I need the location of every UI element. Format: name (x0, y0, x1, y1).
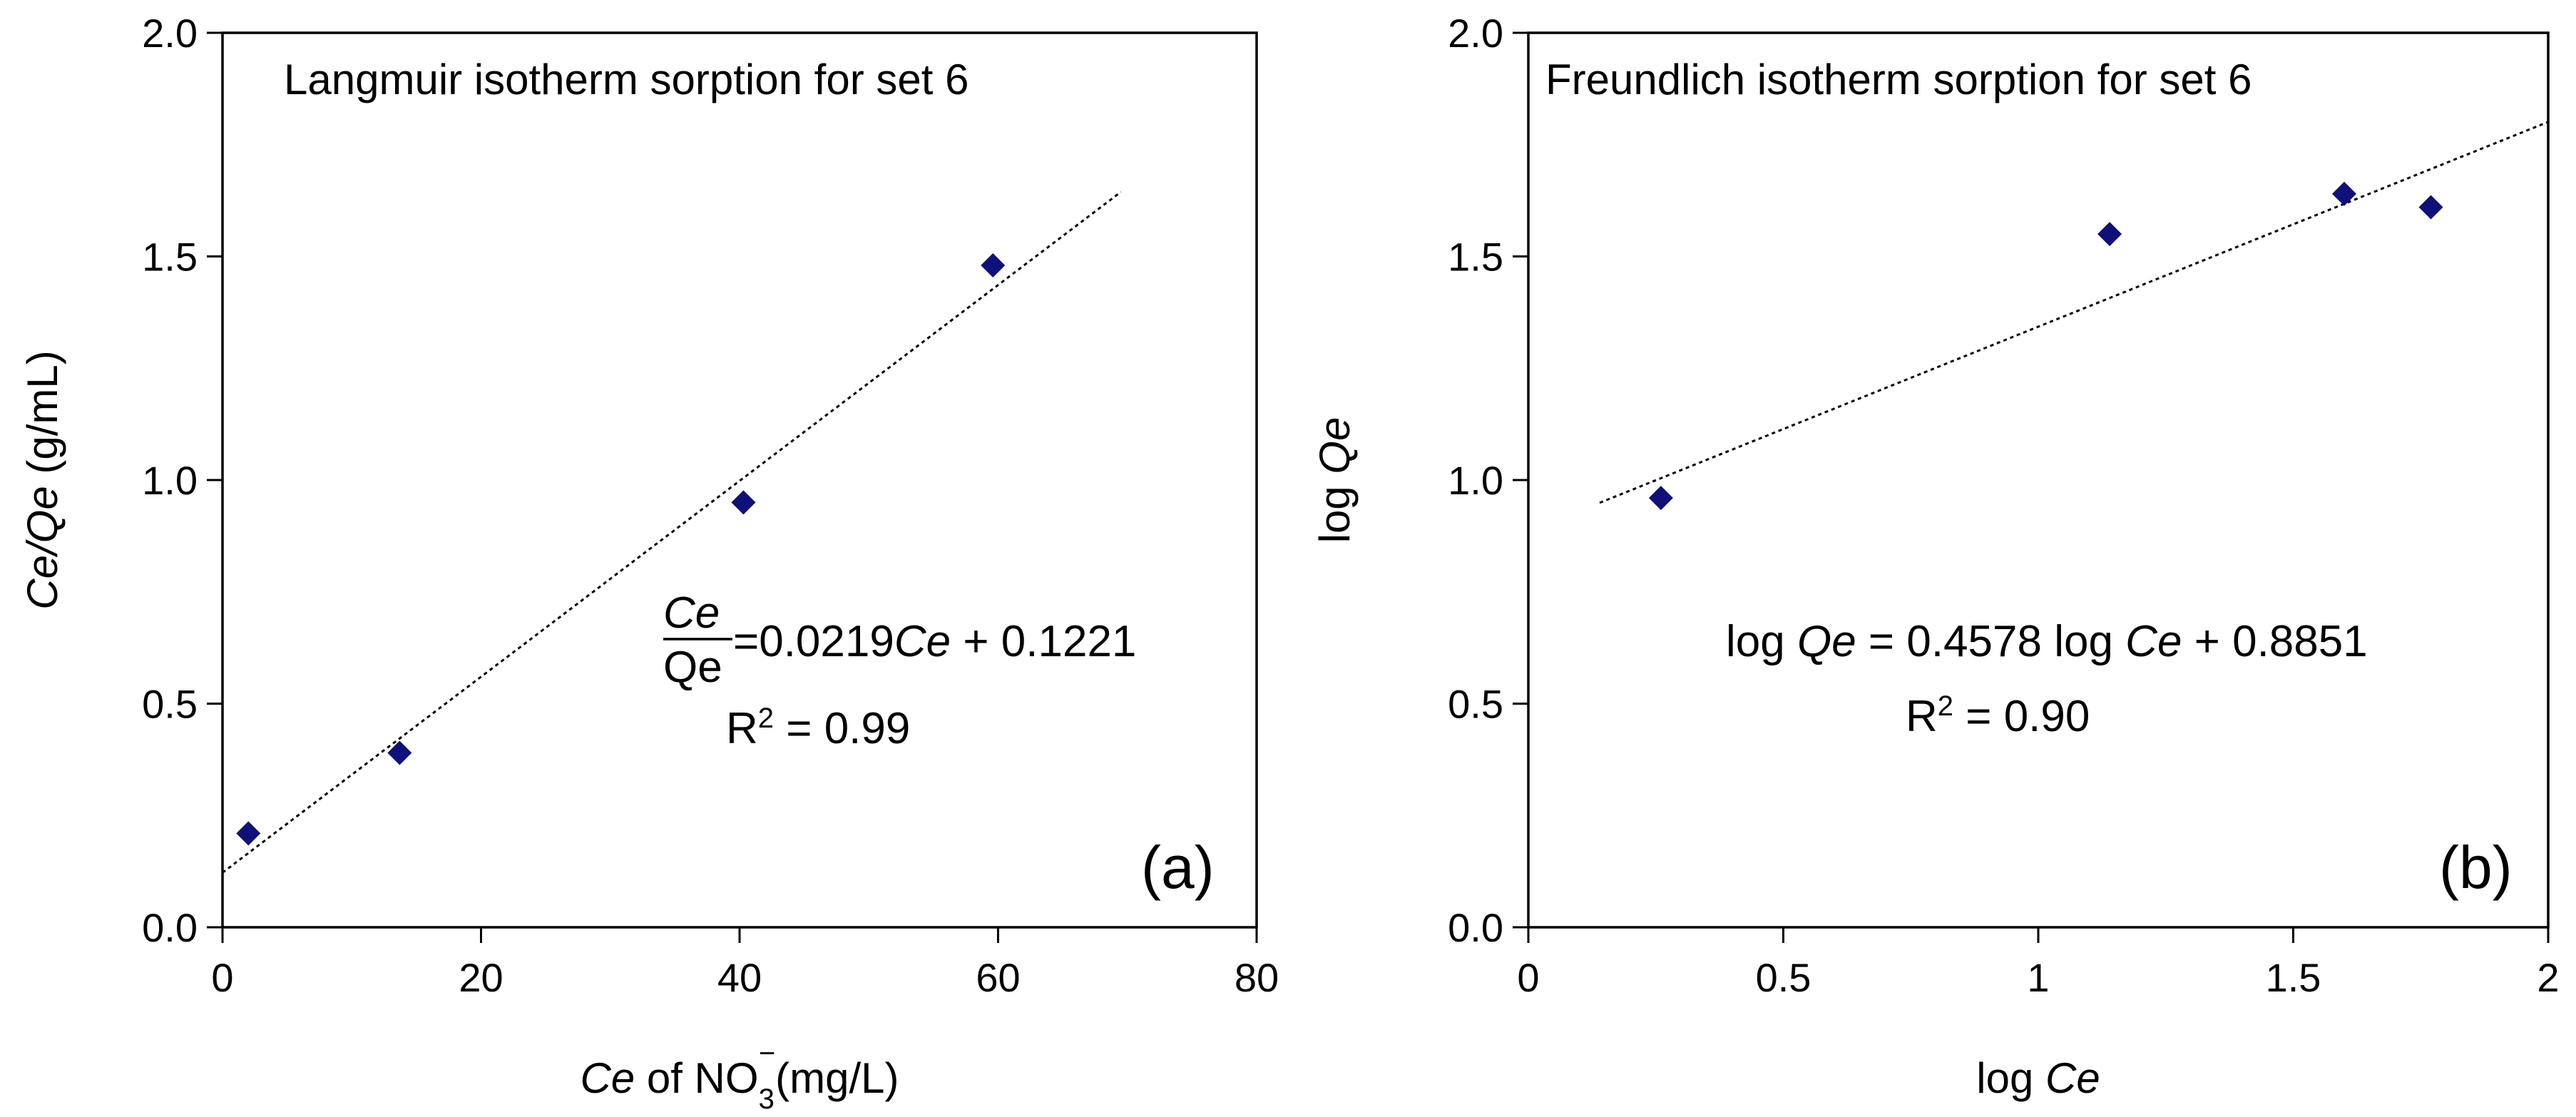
panel-a-r2: R2 = 0.99 (726, 703, 910, 753)
panel-a-ytick-label: 0.5 (142, 682, 198, 727)
panel-b-ytick-label: 1.0 (1448, 458, 1503, 503)
panel-b-title: Freundlich isotherm sorption for set 6 (1545, 56, 2252, 103)
panel-b-xtick-label: 1.5 (2266, 955, 2321, 1000)
panel-a-data-point (236, 821, 261, 846)
panel-a-trendline (222, 190, 1122, 874)
panel-a-label: (a) (1141, 834, 1215, 901)
panel-a-ylabel: Ce/Qe (g/mL) (19, 350, 66, 609)
panel-a-data-point (387, 740, 412, 765)
panel-a-xtick-label: 60 (976, 955, 1020, 1000)
panel-a-eq-denominator: Qe (663, 643, 722, 692)
panel-a-title: Langmuir isotherm sorption for set 6 (284, 56, 968, 103)
panel-a-eq-rhs: =0.0219Ce + 0.1221 (733, 617, 1136, 666)
panel-a-xtick-label: 0 (211, 955, 233, 1000)
panel-a-xtick-label: 20 (459, 955, 503, 1000)
panel-a-trendline-group (222, 190, 1122, 874)
panel-b-data-point (1648, 486, 1673, 511)
panel-a-xtick-label: 80 (1235, 955, 1279, 1000)
panel-b-trendline (1599, 121, 2549, 504)
panel-a: 0 20 40 60 80 0.0 0.5 1.0 1.5 2.0 Langmuir isothe… (19, 11, 1279, 1115)
panel-a-equation: Ce Qe =0.0219Ce + 0.1221 R2 = 0.99 (663, 588, 1136, 753)
panel-b-label: (b) (2439, 834, 2513, 901)
panel-b-xtick-label: 0 (1517, 955, 1539, 1000)
panel-a-xtick-label: 40 (717, 955, 762, 1000)
panel-b-points (1648, 181, 2443, 511)
panel-b-ytick-label: 0.5 (1448, 682, 1503, 727)
panel-a-points (236, 253, 1006, 846)
panel-b-xtick-label: 2 (2537, 955, 2559, 1000)
panel-a-data-point (731, 490, 756, 515)
panel-a-ytick-label: 1.5 (142, 235, 198, 280)
panel-b-eq-main: log Qe = 0.4578 log Ce + 0.8851 (1726, 617, 2368, 666)
panel-b-equation: log Qe = 0.4578 log Ce + 0.8851 R2 = 0.9… (1726, 617, 2368, 741)
panel-b-ylabel: log Qe (1311, 417, 1359, 544)
panel-a-xlabel: Ce of NO3−(mg/L) (580, 1038, 899, 1115)
panel-a-ticks: 0 20 40 60 80 0.0 0.5 1.0 1.5 2.0 (142, 11, 1279, 1000)
panel-a-ytick-label: 0.0 (142, 905, 198, 950)
panel-b-xtick-label: 1 (2027, 955, 2049, 1000)
panel-a-ytick-label: 1.0 (142, 458, 198, 503)
panel-b-ytick-label: 0.0 (1448, 905, 1503, 950)
panel-b-r2: R2 = 0.90 (1906, 690, 2090, 741)
panel-b: 0 0.5 1 1.5 2 0.0 0.5 1.0 1.5 2.0 Freundlich isot… (1311, 11, 2560, 1102)
panel-b-trendline-group (1599, 121, 2549, 504)
panel-b-ticks: 0 0.5 1 1.5 2 0.0 0.5 1.0 1.5 2.0 (1448, 11, 2559, 1000)
panel-b-ytick-label: 1.5 (1448, 235, 1503, 280)
panel-a-eq-numerator: Ce (663, 588, 720, 638)
panel-b-xtick-label: 0.5 (1756, 955, 1811, 1000)
panel-a-data-point (981, 253, 1006, 278)
panel-a-ytick-label: 2.0 (142, 11, 198, 56)
panel-b-data-point (2418, 195, 2443, 220)
panel-b-data-point (2332, 181, 2356, 206)
panel-b-xlabel: log Ce (1976, 1054, 2100, 1102)
panel-b-ytick-label: 2.0 (1448, 11, 1503, 56)
panel-b-data-point (2097, 222, 2122, 247)
panel-b-plot-frame (1527, 31, 2550, 929)
